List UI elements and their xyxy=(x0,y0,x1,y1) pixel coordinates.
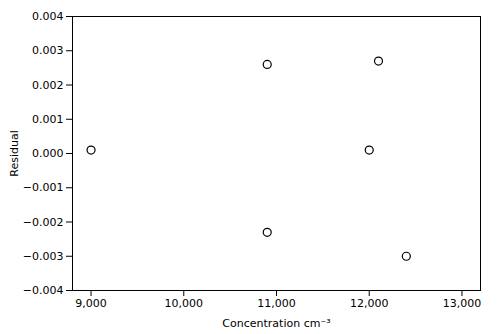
svg-text:Residual: Residual xyxy=(8,130,21,176)
svg-text:−0.004: −0.004 xyxy=(23,284,64,297)
svg-text:Concentration cm⁻³: Concentration cm⁻³ xyxy=(222,317,330,330)
svg-text:−0.002: −0.002 xyxy=(23,216,64,229)
svg-text:12,000: 12,000 xyxy=(350,297,389,310)
svg-text:0.004: 0.004 xyxy=(32,10,64,23)
svg-text:0.001: 0.001 xyxy=(32,113,64,126)
svg-text:0.003: 0.003 xyxy=(32,44,64,57)
svg-text:−0.001: −0.001 xyxy=(23,181,64,194)
svg-text:0.002: 0.002 xyxy=(32,79,64,92)
svg-text:−0.003: −0.003 xyxy=(23,250,64,263)
svg-text:11,000: 11,000 xyxy=(257,297,296,310)
svg-text:10,000: 10,000 xyxy=(165,297,204,310)
svg-text:9,000: 9,000 xyxy=(75,297,107,310)
svg-text:13,000: 13,000 xyxy=(443,297,482,310)
svg-text:0.000: 0.000 xyxy=(32,147,64,160)
